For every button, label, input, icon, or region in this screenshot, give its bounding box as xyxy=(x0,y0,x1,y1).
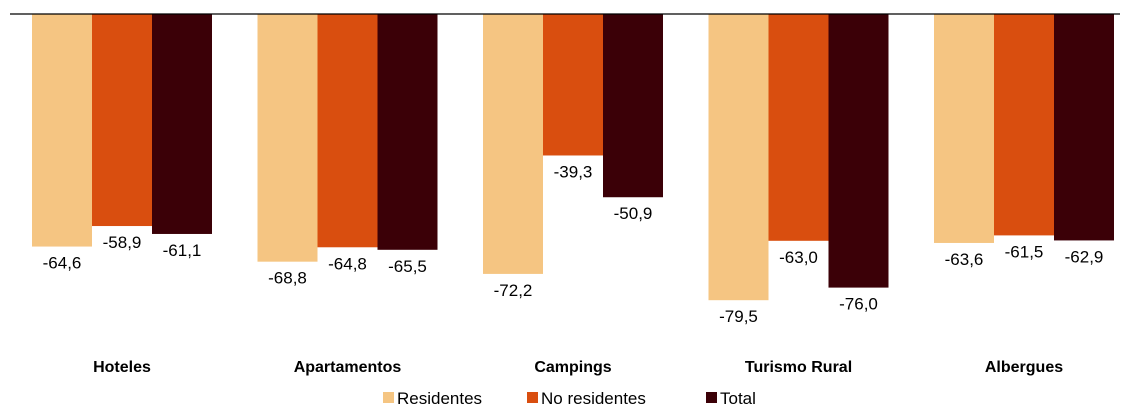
bars-group xyxy=(32,14,1114,301)
category-label: Apartamentos xyxy=(294,359,402,376)
data-label: -68,8 xyxy=(268,269,307,288)
bar-total-0 xyxy=(152,14,212,234)
data-label: -76,0 xyxy=(839,295,878,314)
legend-swatch-no-residentes xyxy=(527,392,538,403)
data-label: -64,6 xyxy=(43,254,82,273)
category-labels-group: Hoteles Apartamentos Campings Turismo Rural… xyxy=(93,359,1063,376)
data-label: -50,9 xyxy=(614,204,653,223)
legend-label: No residentes xyxy=(541,389,646,407)
bar-no-residentes-0 xyxy=(92,14,152,227)
data-label: -39,3 xyxy=(554,162,593,181)
data-label: -72,2 xyxy=(494,281,533,300)
bar-residentes-1 xyxy=(257,14,318,262)
bar-no-residentes-4 xyxy=(994,14,1054,236)
legend-label: Residentes xyxy=(397,389,482,407)
bar-total-3 xyxy=(828,14,889,288)
category-label: Campings xyxy=(534,359,611,376)
data-label: -63,6 xyxy=(945,250,984,269)
bar-no-residentes-3 xyxy=(768,14,829,241)
legend: Residentes No residentes Total xyxy=(383,389,756,407)
data-label: -61,1 xyxy=(163,241,202,260)
data-label: -58,9 xyxy=(103,233,142,252)
bar-no-residentes-1 xyxy=(317,14,378,248)
data-label: -62,9 xyxy=(1065,247,1104,266)
data-label: -63,0 xyxy=(779,248,818,267)
data-label: -61,5 xyxy=(1005,242,1044,261)
data-label: -64,8 xyxy=(328,254,367,273)
bar-residentes-2 xyxy=(483,14,543,274)
bar-total-4 xyxy=(1054,14,1114,241)
data-label: -79,5 xyxy=(719,307,758,326)
bar-no-residentes-2 xyxy=(543,14,603,156)
category-label: Albergues xyxy=(985,359,1063,376)
bar-residentes-4 xyxy=(934,14,994,243)
category-label: Turismo Rural xyxy=(745,359,852,376)
bar-residentes-3 xyxy=(708,14,769,301)
bar-total-2 xyxy=(603,14,663,198)
bar-total-1 xyxy=(377,14,438,250)
category-label: Hoteles xyxy=(93,359,151,376)
data-label: -65,5 xyxy=(388,257,427,276)
legend-swatch-residentes xyxy=(383,392,394,403)
legend-label: Total xyxy=(720,389,756,407)
data-labels-group: -64,6 -58,9 -61,1 -68,8 -64,8 -65,5 -72,2 -39,3… xyxy=(43,162,1104,326)
legend-swatch-total xyxy=(706,392,717,403)
bar-residentes-0 xyxy=(32,14,92,247)
